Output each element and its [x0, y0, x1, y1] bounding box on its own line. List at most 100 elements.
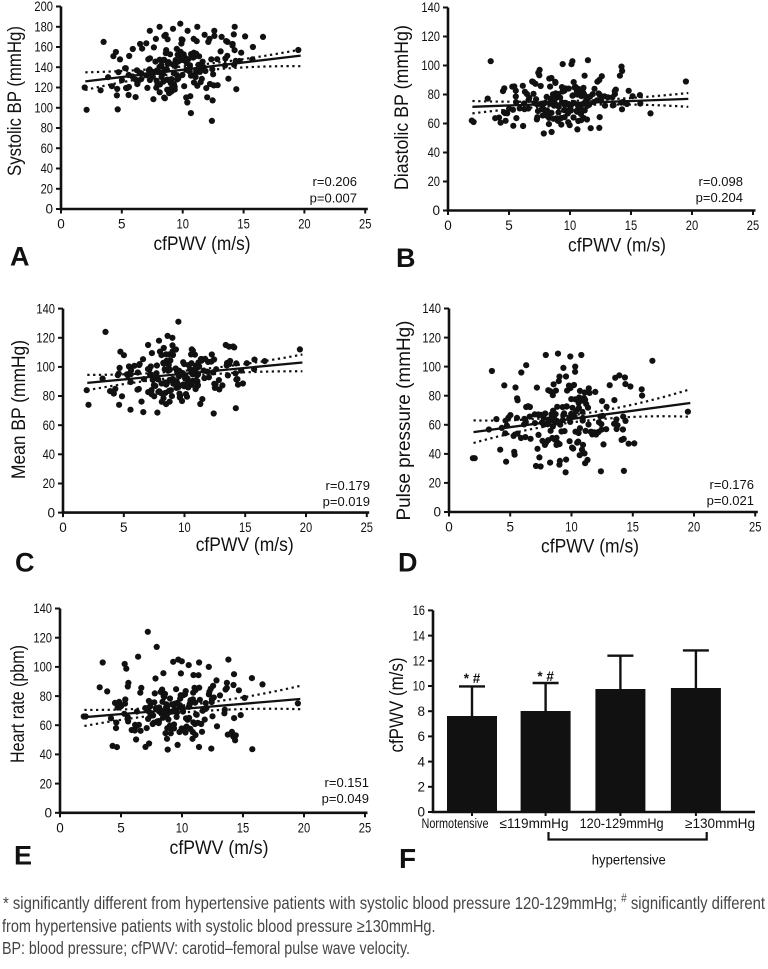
- svg-text:60: 60: [43, 418, 55, 433]
- svg-text:5: 5: [505, 218, 513, 233]
- svg-text:60: 60: [40, 718, 52, 733]
- svg-text:* #: * #: [464, 671, 481, 686]
- svg-text:160: 160: [34, 40, 53, 55]
- svg-text:cfPWV (m/s): cfPWV (m/s): [387, 658, 408, 753]
- svg-text:5: 5: [120, 520, 128, 535]
- svg-text:15: 15: [627, 520, 639, 535]
- svg-text:cfPWV (m/s): cfPWV (m/s): [541, 537, 639, 558]
- svg-text:5: 5: [117, 820, 125, 835]
- svg-text:15: 15: [239, 520, 251, 535]
- svg-text:p=0.204: p=0.204: [696, 190, 743, 205]
- svg-text:20: 20: [40, 776, 52, 791]
- svg-text:0: 0: [45, 202, 53, 217]
- svg-text:0: 0: [445, 520, 453, 535]
- svg-text:r=0.176: r=0.176: [710, 477, 754, 492]
- svg-text:80: 80: [428, 87, 440, 102]
- svg-text:100: 100: [36, 360, 55, 375]
- svg-text:p=0.021: p=0.021: [707, 493, 754, 508]
- svg-text:20: 20: [429, 476, 441, 491]
- svg-text:25: 25: [359, 820, 371, 835]
- svg-text:20: 20: [686, 218, 698, 233]
- svg-text:200: 200: [34, 0, 53, 14]
- svg-text:D: D: [398, 548, 418, 578]
- svg-text:40: 40: [428, 145, 440, 160]
- svg-text:Heart rate (pbm): Heart rate (pbm): [8, 645, 29, 763]
- svg-text:16: 16: [413, 603, 425, 618]
- svg-text:0: 0: [433, 505, 441, 520]
- svg-text:40: 40: [41, 161, 53, 176]
- svg-text:≤119mmHg: ≤119mmHg: [500, 816, 569, 831]
- svg-text:120-129mmHg: 120-129mmHg: [580, 816, 664, 831]
- svg-text:Diastolic BP (mmHg): Diastolic BP (mmHg): [392, 25, 413, 190]
- svg-text:10: 10: [178, 520, 190, 535]
- svg-text:10: 10: [413, 679, 425, 694]
- svg-text:Normotensive: Normotensive: [422, 816, 489, 831]
- svg-text:80: 80: [43, 389, 55, 404]
- svg-text:Mean BP (mmHg): Mean BP (mmHg): [9, 340, 30, 479]
- svg-text:p=0.007: p=0.007: [310, 191, 357, 206]
- svg-text:20: 20: [43, 476, 55, 491]
- svg-text:60: 60: [428, 116, 440, 131]
- svg-text:25: 25: [359, 217, 371, 232]
- svg-text:14: 14: [413, 628, 426, 643]
- svg-text:80: 80: [40, 689, 52, 704]
- svg-text:Systolic BP (mmHg): Systolic BP (mmHg): [5, 26, 26, 176]
- svg-text:5: 5: [118, 217, 126, 232]
- svg-text:140: 140: [422, 301, 441, 316]
- svg-text:100: 100: [34, 101, 53, 116]
- svg-text:6: 6: [417, 729, 425, 744]
- svg-text:0: 0: [432, 203, 440, 218]
- svg-text:20: 20: [300, 520, 312, 535]
- svg-text:r=0.098: r=0.098: [699, 174, 743, 189]
- svg-text:≥130mmHg: ≥130mmHg: [685, 816, 755, 831]
- svg-text:15: 15: [237, 820, 249, 835]
- svg-text:40: 40: [43, 447, 55, 462]
- svg-text:r=0.206: r=0.206: [313, 174, 357, 189]
- svg-text:25: 25: [749, 520, 761, 535]
- svg-text:120: 120: [421, 29, 440, 44]
- svg-text:cfPWV (m/s): cfPWV (m/s): [154, 234, 251, 255]
- svg-text:0: 0: [417, 805, 425, 820]
- svg-text:180: 180: [34, 19, 53, 34]
- svg-text:15: 15: [625, 218, 637, 233]
- svg-text:0: 0: [57, 217, 65, 232]
- svg-text:25: 25: [747, 218, 759, 233]
- svg-text:p=0.019: p=0.019: [323, 494, 370, 509]
- svg-text:* #: * #: [537, 669, 554, 684]
- svg-text:20: 20: [428, 174, 440, 189]
- svg-text:4: 4: [417, 754, 425, 769]
- svg-text:cfPWV (m/s): cfPWV (m/s): [170, 838, 269, 859]
- svg-text:10: 10: [564, 218, 576, 233]
- svg-text:2: 2: [417, 780, 425, 795]
- svg-text:A: A: [10, 242, 30, 272]
- svg-text:0: 0: [44, 806, 52, 821]
- svg-text:cfPWV (m/s): cfPWV (m/s): [568, 236, 666, 257]
- svg-text:0: 0: [47, 505, 55, 520]
- svg-text:E: E: [14, 841, 32, 871]
- svg-text:120: 120: [33, 630, 52, 645]
- svg-text:cfPWV (m/s): cfPWV (m/s): [196, 535, 294, 556]
- svg-text:120: 120: [36, 331, 55, 346]
- svg-text:0: 0: [56, 820, 64, 835]
- svg-text:100: 100: [33, 660, 52, 675]
- svg-text:Pulse pressure (mmHg): Pulse pressure (mmHg): [394, 321, 415, 521]
- svg-text:hypertensive: hypertensive: [592, 851, 666, 867]
- svg-text:10: 10: [176, 820, 188, 835]
- svg-text:0: 0: [59, 520, 67, 535]
- svg-text:140: 140: [421, 0, 440, 15]
- svg-text:r=0.151: r=0.151: [325, 775, 369, 790]
- svg-text:80: 80: [41, 121, 53, 136]
- svg-text:12: 12: [413, 654, 425, 669]
- svg-text:20: 20: [41, 181, 53, 196]
- svg-text:100: 100: [421, 58, 440, 73]
- svg-text:80: 80: [429, 388, 441, 403]
- svg-text:140: 140: [34, 60, 53, 75]
- svg-text:60: 60: [41, 141, 53, 156]
- svg-text:0: 0: [444, 218, 452, 233]
- svg-text:25: 25: [361, 520, 373, 535]
- svg-text:100: 100: [422, 359, 441, 374]
- svg-text:20: 20: [298, 217, 310, 232]
- svg-text:r=0.179: r=0.179: [326, 478, 370, 493]
- svg-text:140: 140: [36, 301, 55, 316]
- svg-text:5: 5: [506, 520, 514, 535]
